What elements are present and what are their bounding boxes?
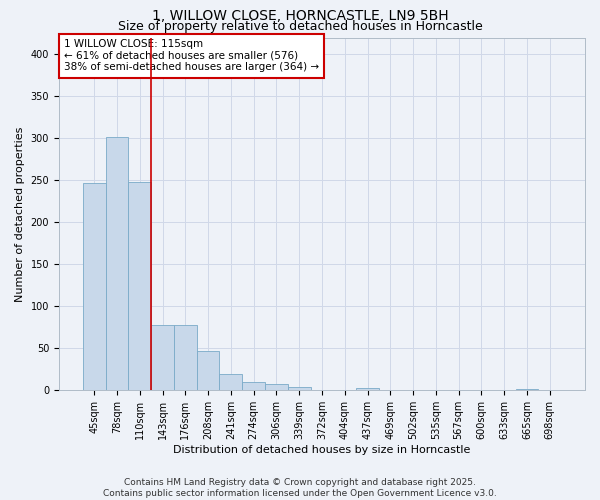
Text: Contains HM Land Registry data © Crown copyright and database right 2025.
Contai: Contains HM Land Registry data © Crown c… bbox=[103, 478, 497, 498]
Bar bbox=[174, 325, 197, 390]
Text: 1 WILLOW CLOSE: 115sqm
← 61% of detached houses are smaller (576)
38% of semi-de: 1 WILLOW CLOSE: 115sqm ← 61% of detached… bbox=[64, 40, 319, 72]
X-axis label: Distribution of detached houses by size in Horncastle: Distribution of detached houses by size … bbox=[173, 445, 470, 455]
Bar bbox=[128, 182, 151, 390]
Text: Size of property relative to detached houses in Horncastle: Size of property relative to detached ho… bbox=[118, 20, 482, 33]
Bar bbox=[288, 387, 311, 390]
Y-axis label: Number of detached properties: Number of detached properties bbox=[15, 126, 25, 302]
Bar bbox=[106, 138, 128, 390]
Text: 1, WILLOW CLOSE, HORNCASTLE, LN9 5BH: 1, WILLOW CLOSE, HORNCASTLE, LN9 5BH bbox=[152, 9, 448, 23]
Bar bbox=[151, 325, 174, 390]
Bar bbox=[515, 388, 538, 390]
Bar bbox=[356, 388, 379, 390]
Bar bbox=[83, 183, 106, 390]
Bar bbox=[220, 374, 242, 390]
Bar bbox=[242, 382, 265, 390]
Bar bbox=[197, 351, 220, 391]
Bar bbox=[265, 384, 288, 390]
